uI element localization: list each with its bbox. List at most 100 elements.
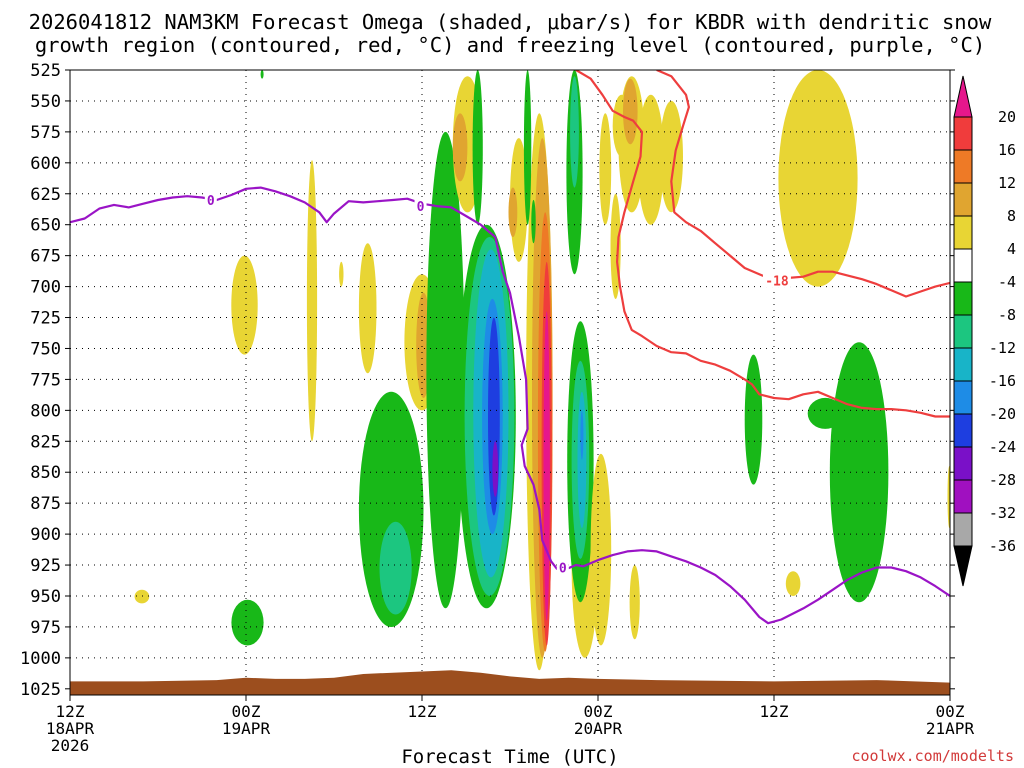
colorbar-label-6: -8 xyxy=(998,306,1016,324)
colorbar-bin-6 xyxy=(953,314,973,349)
dendritic-growth-region-label-0: -18 xyxy=(765,274,789,289)
dendritic-growth-region-line xyxy=(575,70,950,418)
chart-title-line-1: 2026041812 NAM3KM Forecast Omega (shaded… xyxy=(29,10,992,34)
freezing-level-label-0: 0 xyxy=(207,194,215,209)
omega-region-6 xyxy=(358,243,377,374)
x-tick-label-0-2: 18APR xyxy=(46,719,95,738)
colorbar-label-0: 20 xyxy=(998,108,1016,126)
omega-region-45 xyxy=(659,100,683,213)
y-tick-label-1025: 1025 xyxy=(20,680,61,700)
omega-region-11 xyxy=(426,131,465,609)
dendritic-growth-region-label-bg-0 xyxy=(762,272,791,288)
freezing-level-label-bg-0 xyxy=(204,191,217,207)
omega-region-36 xyxy=(580,410,584,460)
colorbar-bin-0 xyxy=(953,116,973,151)
x-tick-label-36-2: 20APR xyxy=(574,719,623,738)
omega-region-49 xyxy=(829,342,889,603)
y-axis: 525 550 575 600 625 650 675 700 725 750 775 800 825 8… xyxy=(20,61,955,700)
colorbar-bin-1 xyxy=(953,149,973,184)
y-tick-label-850: 850 xyxy=(30,463,61,483)
y-tick-label-825: 825 xyxy=(30,432,61,452)
colorbar-bin-8 xyxy=(953,380,973,415)
omega-region-44 xyxy=(629,565,640,640)
credit-text: coolwx.com/modelts xyxy=(851,747,1014,765)
y-tick-label-900: 900 xyxy=(30,525,61,545)
omega-region-4 xyxy=(306,160,318,442)
colorbar-bottom-arrow xyxy=(953,545,973,587)
omega-region-48 xyxy=(778,70,858,287)
y-tick-label-725: 725 xyxy=(30,309,61,329)
y-tick-label-650: 650 xyxy=(30,216,61,236)
colorbar-label-9: -20 xyxy=(989,405,1016,423)
omega-region-29 xyxy=(531,199,536,244)
x-tick-label-24-1: 12Z xyxy=(408,702,437,721)
x-tick-label-12-1: 00Z xyxy=(232,702,261,721)
colorbar-bin-4 xyxy=(953,248,973,283)
colorbar-label-5: -4 xyxy=(998,273,1016,291)
plot-frame xyxy=(69,69,951,696)
omega-region-27 xyxy=(543,311,550,621)
omega-region-50 xyxy=(807,397,843,429)
omega-region-3 xyxy=(231,255,258,355)
omega-region-14 xyxy=(472,70,483,225)
omega-region-22 xyxy=(508,187,518,238)
colorbar-label-3: 8 xyxy=(1007,207,1016,225)
colorbar-label-12: -32 xyxy=(989,504,1016,522)
colorbar-bin-3 xyxy=(953,215,973,250)
omega-region-13 xyxy=(452,113,468,182)
omega-region-5 xyxy=(339,261,344,287)
omega-region-38 xyxy=(599,113,612,225)
colorbar-label-1: 16 xyxy=(998,141,1016,159)
dendritic-growth-region-line-2 xyxy=(656,70,950,298)
x-tick-label-60-2: 21APR xyxy=(926,719,975,738)
x-tick-label-48-1: 12Z xyxy=(760,702,789,721)
colorbar-bin-12 xyxy=(953,512,973,547)
omega-region-28 xyxy=(523,70,532,225)
y-tick-label-1000: 1000 xyxy=(20,649,61,669)
omega-region-42 xyxy=(623,78,638,145)
y-tick-label-975: 975 xyxy=(30,618,61,638)
omega-region-51 xyxy=(947,466,950,528)
x-axis-label: Forecast Time (UTC) xyxy=(401,746,618,768)
colorbar-bin-9 xyxy=(953,413,973,448)
y-tick-label-550: 550 xyxy=(30,92,61,112)
y-tick-label-625: 625 xyxy=(30,185,61,205)
x-tick-label-60-1: 00Z xyxy=(936,702,965,721)
omega-region-20 xyxy=(492,441,499,497)
chart-title-line-2: growth region (contoured, red, °C) and f… xyxy=(35,33,985,57)
colorbar-bin-11 xyxy=(953,479,973,514)
colorbar-bin-2 xyxy=(953,182,973,217)
omega-region-47 xyxy=(785,571,801,596)
y-tick-label-925: 925 xyxy=(30,556,61,576)
y-tick-label-525: 525 xyxy=(30,61,61,81)
y-tick-label-800: 800 xyxy=(30,401,61,421)
colorbar-label-8: -16 xyxy=(989,372,1016,390)
freezing-level-label-bg-2 xyxy=(556,559,569,575)
y-tick-label-700: 700 xyxy=(30,278,61,298)
colorbar: 20 16 12 8 4 -4 -8 -12 -16 -20 -24 -28 -32 -36 xyxy=(953,75,1016,587)
y-tick-label-575: 575 xyxy=(30,123,61,143)
omega-shading xyxy=(134,70,950,671)
colorbar-label-2: 12 xyxy=(998,174,1016,192)
freezing-level-label-1: 0 xyxy=(417,200,425,215)
colorbar-label-4: 4 xyxy=(1007,240,1016,258)
grid-lines xyxy=(70,70,950,695)
freezing-level-line xyxy=(70,186,950,625)
plot-area: 0 0 0 -18 xyxy=(69,69,951,696)
ground-fill xyxy=(70,670,950,695)
colorbar-top-arrow xyxy=(953,75,973,118)
colorbar-label-13: -36 xyxy=(989,537,1016,555)
colorbar-bin-7 xyxy=(953,347,973,382)
colorbar-label-10: -24 xyxy=(989,438,1016,456)
x-tick-label-0-1: 12Z xyxy=(56,702,85,721)
omega-region-37 xyxy=(590,453,612,646)
y-tick-label-950: 950 xyxy=(30,587,61,607)
omega-region-1 xyxy=(231,599,264,646)
y-tick-label-750: 750 xyxy=(30,339,61,359)
freezing-level-label-2: 0 xyxy=(559,562,567,577)
omega-region-0 xyxy=(134,589,150,604)
y-tick-label-875: 875 xyxy=(30,494,61,514)
contours: 0 0 0 -18 xyxy=(70,70,950,625)
